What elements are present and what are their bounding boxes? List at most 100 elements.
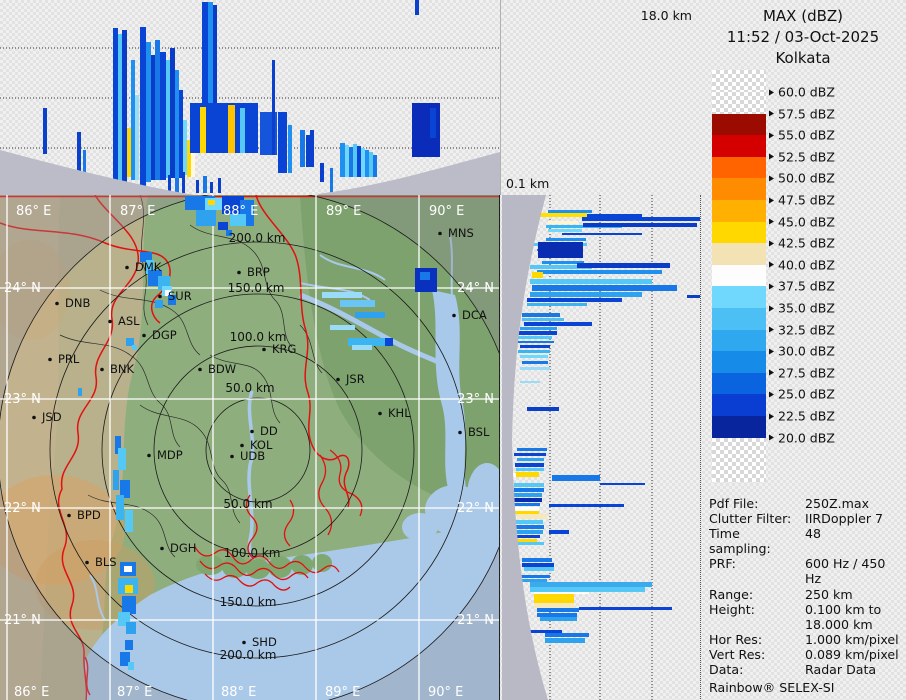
metadata-label: Height:	[709, 601, 755, 617]
scale-label: 32.5 dBZ	[769, 322, 835, 337]
city-marker	[336, 377, 340, 382]
echo-bar	[524, 567, 554, 571]
echo-cell	[196, 210, 216, 226]
echo-bar	[183, 120, 187, 175]
city-marker	[160, 546, 164, 551]
echo-bar	[182, 172, 185, 193]
echo-cell	[115, 436, 121, 454]
echo-cell	[330, 325, 355, 330]
echo-cell	[340, 300, 375, 307]
echo-bar	[516, 468, 544, 471]
city-marker	[438, 231, 442, 236]
echo-bar	[562, 233, 642, 235]
scale-band	[712, 416, 766, 438]
range-ring	[49, 241, 467, 659]
scale-label: 37.5 dBZ	[769, 279, 835, 294]
echo-cell	[208, 200, 215, 205]
echo-bar	[507, 498, 542, 502]
echo-bar	[310, 130, 314, 167]
city-label: PRL	[58, 352, 80, 366]
metadata-value: 0.100 km to 18.000 km	[805, 601, 882, 632]
city-label: DMK	[135, 260, 162, 274]
echo-cell	[122, 596, 136, 614]
brand-text: Rainbow® SELEX-SI	[709, 680, 835, 696]
city-label: KRG	[272, 342, 296, 356]
metadata-row: Range: 250 km	[709, 587, 905, 602]
echo-bar	[196, 180, 199, 193]
echo-bar	[160, 52, 166, 180]
city-label: UDB	[240, 449, 265, 463]
echo-bar	[373, 155, 377, 177]
city-label: DNB	[65, 296, 90, 310]
scale-arrow-icon	[769, 132, 774, 139]
echo-bar	[600, 483, 645, 485]
city-marker	[142, 333, 146, 338]
side-profile-echo-bars	[502, 205, 700, 655]
echo-bar	[512, 473, 516, 477]
echo-bar	[530, 582, 652, 587]
echo-bar	[361, 148, 365, 177]
scale-label: 57.5 dBZ	[769, 106, 835, 121]
city-label: DGH	[170, 541, 196, 555]
metadata-rows: Pdf File: 250Z.max Clutter Filter: IIRDoppl…	[709, 496, 905, 677]
echo-bar	[514, 539, 537, 542]
echo-bar	[365, 150, 369, 177]
echo-cell	[132, 345, 137, 350]
scale-band	[712, 156, 766, 179]
estuary-patch-2	[467, 463, 500, 527]
echo-cell	[218, 222, 228, 230]
echo-cell	[348, 338, 388, 346]
scale-band	[712, 178, 766, 200]
echo-bar	[549, 504, 624, 507]
scale-label: 27.5 dBZ	[769, 365, 835, 380]
metadata-row: Clutter Filter: IIRDoppler 7	[709, 511, 905, 526]
city-marker	[250, 429, 254, 434]
echo-bar	[514, 453, 546, 456]
scale-band	[712, 113, 766, 136]
echo-cell	[125, 640, 133, 650]
city-label: BPD	[77, 508, 101, 522]
city-marker	[237, 270, 241, 275]
graticule-labels: 86° E 87° E 88° E 89° E 90° E 86° E 87° E 88° E…	[4, 204, 494, 700]
city-label: MDP	[157, 448, 183, 462]
echo-bar	[530, 292, 642, 297]
rivers	[89, 234, 456, 621]
latitude-label: 24° N	[4, 281, 41, 296]
echo-bar	[546, 238, 586, 241]
echo-cell	[155, 300, 163, 308]
echo-bar	[514, 493, 542, 497]
city-label: DGP	[152, 328, 177, 342]
metadata-label: PRF:	[709, 556, 736, 572]
scale-arrow-icon	[769, 218, 774, 225]
echo-bar	[200, 107, 206, 153]
top-profile-echo-bars	[43, 0, 440, 193]
echo-bar	[515, 511, 539, 514]
scale-arrow-icon	[769, 283, 774, 290]
metadata-value: 48	[805, 526, 822, 542]
echo-bar	[538, 242, 583, 258]
echo-bar	[83, 150, 86, 173]
echo-bar	[240, 108, 245, 153]
echo-cell	[128, 662, 134, 670]
echo-bar	[527, 407, 559, 411]
echo-bar	[545, 633, 589, 637]
range-ring-label: 50.0 km	[225, 381, 274, 395]
echo-bar	[534, 594, 574, 603]
echo-cell	[118, 448, 126, 470]
city-label: JSD	[41, 410, 62, 424]
city-marker	[378, 411, 382, 416]
echo-bar	[43, 108, 47, 154]
echo-bar	[527, 298, 622, 302]
city-marker	[242, 640, 246, 645]
echo-bar	[530, 630, 562, 633]
echo-bar	[510, 503, 540, 506]
echo-bar	[210, 182, 213, 193]
range-rings	[0, 195, 500, 700]
echo-bar	[140, 27, 146, 187]
scale-arrow-icon	[769, 197, 774, 203]
city-marker	[108, 319, 112, 324]
terrain-highland-sw	[0, 475, 125, 585]
scale-label: 22.5 dBZ	[769, 409, 835, 424]
metadata-label: Clutter Filter:	[709, 511, 792, 527]
scale-label: 55.0 dBZ	[769, 128, 835, 143]
